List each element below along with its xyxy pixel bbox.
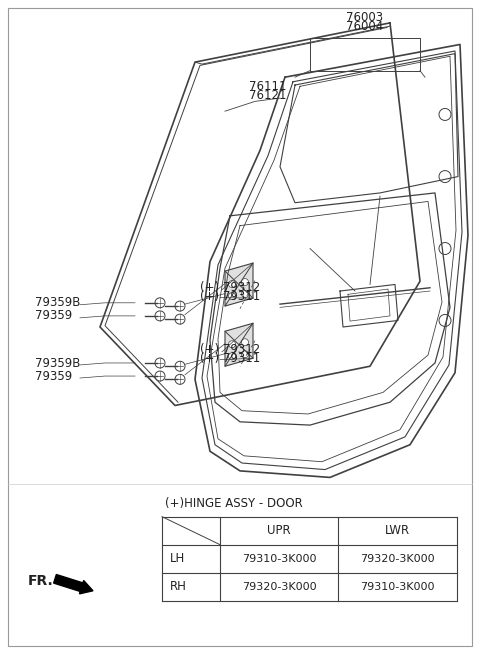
Circle shape	[175, 361, 185, 371]
Text: UPR: UPR	[267, 524, 291, 537]
Text: RH: RH	[170, 580, 187, 593]
Text: 76111: 76111	[249, 80, 287, 93]
Circle shape	[175, 374, 185, 385]
Circle shape	[228, 341, 236, 348]
Circle shape	[241, 351, 249, 358]
Text: (+) 79312: (+) 79312	[200, 343, 260, 356]
Text: 79310-3K000: 79310-3K000	[360, 581, 435, 592]
Polygon shape	[225, 323, 253, 366]
Circle shape	[228, 292, 236, 300]
Text: 79359B: 79359B	[35, 357, 80, 370]
Text: 79359: 79359	[35, 309, 72, 322]
Circle shape	[228, 281, 236, 288]
Text: 79359: 79359	[35, 370, 72, 383]
Text: LWR: LWR	[385, 524, 410, 537]
Circle shape	[241, 279, 249, 286]
Circle shape	[155, 371, 165, 381]
Text: (+) 79311: (+) 79311	[200, 290, 260, 303]
Text: (+)HINGE ASSY - DOOR: (+)HINGE ASSY - DOOR	[165, 497, 303, 510]
Text: 79320-3K000: 79320-3K000	[360, 554, 435, 564]
Circle shape	[175, 314, 185, 324]
Circle shape	[228, 353, 236, 360]
Text: (+) 79312: (+) 79312	[200, 281, 260, 294]
Text: 76121: 76121	[249, 89, 287, 102]
Text: 79310-3K000: 79310-3K000	[242, 554, 316, 564]
Circle shape	[155, 358, 165, 368]
Circle shape	[241, 339, 249, 346]
Text: FR.: FR.	[28, 574, 54, 588]
Text: 76003: 76003	[347, 11, 384, 24]
Text: 79359B: 79359B	[35, 296, 80, 309]
Text: (+) 79311: (+) 79311	[200, 352, 260, 365]
Circle shape	[155, 298, 165, 308]
Text: 76004: 76004	[347, 20, 384, 33]
Polygon shape	[225, 263, 253, 306]
Circle shape	[175, 301, 185, 311]
Circle shape	[241, 290, 249, 298]
Text: 79320-3K000: 79320-3K000	[242, 581, 316, 592]
Text: LH: LH	[170, 552, 185, 565]
Circle shape	[155, 311, 165, 321]
FancyArrow shape	[54, 574, 93, 594]
